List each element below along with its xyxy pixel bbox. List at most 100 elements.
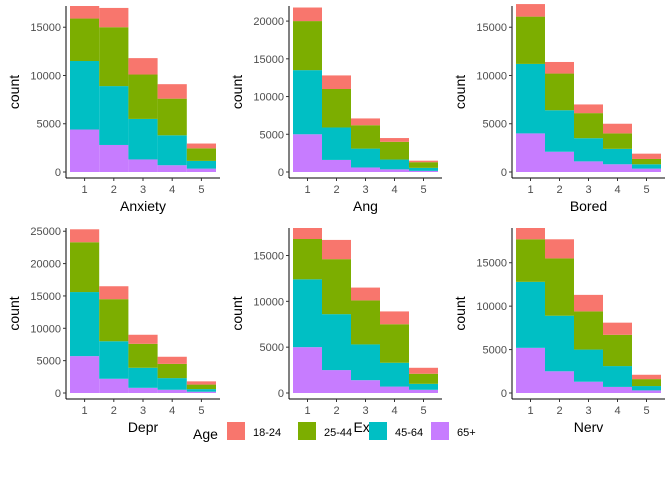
y-tick-label: 15000 xyxy=(253,251,284,263)
x-tick-label: 2 xyxy=(556,405,562,417)
bar-depr-1-45-64 xyxy=(70,292,100,357)
legend-key xyxy=(369,422,387,440)
bar-nerv-2-18-24 xyxy=(545,239,574,259)
bar-anxiety-2-18-24 xyxy=(99,7,129,28)
bar-depr-3-18-24 xyxy=(128,334,158,344)
bar-exh-5-45-64 xyxy=(409,383,438,390)
bar-exh-5-18-24 xyxy=(409,367,438,374)
bar-ang-3-18-24 xyxy=(351,118,380,126)
y-tick-label: 15000 xyxy=(30,291,61,303)
y-tick-label: 10000 xyxy=(476,70,507,82)
bar-bored-4-65+ xyxy=(603,164,632,172)
bar-depr-5-25-44 xyxy=(186,384,216,390)
x-tick-label: 3 xyxy=(585,184,591,196)
bar-nerv-4-18-24 xyxy=(603,322,632,335)
bars xyxy=(293,7,438,172)
y-tick-label: 15000 xyxy=(253,54,284,66)
x-tick-label: 5 xyxy=(643,405,649,417)
legend-label: 25-44 xyxy=(324,427,352,439)
bar-ang-2-18-24 xyxy=(322,75,351,89)
bar-depr-1-18-24 xyxy=(70,229,100,243)
bar-anxiety-4-18-24 xyxy=(157,84,187,99)
x-tick-label: 2 xyxy=(333,184,339,196)
bar-depr-1-65+ xyxy=(70,356,100,393)
bars xyxy=(516,228,661,393)
y-axis-title: count xyxy=(6,296,22,330)
bar-exh-2-65+ xyxy=(322,370,351,393)
x-axis-title: Ang xyxy=(353,198,378,214)
y-axis-title: count xyxy=(452,296,468,330)
bar-bored-3-65+ xyxy=(574,161,603,172)
bar-bored-5-18-24 xyxy=(632,153,661,159)
bar-bored-5-65+ xyxy=(632,168,661,172)
bar-anxiety-1-45-64 xyxy=(70,61,100,130)
bar-bored-1-45-64 xyxy=(516,63,545,134)
bar-nerv-3-18-24 xyxy=(574,294,603,312)
x-axis-title: Anxiety xyxy=(120,198,166,214)
bar-nerv-5-25-44 xyxy=(632,379,661,387)
bar-ang-4-18-24 xyxy=(380,138,409,142)
bar-bored-2-18-24 xyxy=(545,61,574,74)
x-tick-label: 5 xyxy=(198,405,204,417)
x-tick-label: 1 xyxy=(527,184,533,196)
bar-nerv-5-18-24 xyxy=(632,374,661,380)
bar-exh-3-25-44 xyxy=(351,300,380,345)
bar-anxiety-4-45-64 xyxy=(157,135,187,166)
bar-depr-3-45-64 xyxy=(128,367,158,388)
y-tick-label: 15000 xyxy=(30,22,61,34)
x-tick-label: 3 xyxy=(140,184,146,196)
bar-anxiety-5-65+ xyxy=(186,168,216,172)
bar-exh-5-25-44 xyxy=(409,373,438,384)
bar-depr-4-65+ xyxy=(157,389,187,393)
y-tick-label: 0 xyxy=(501,388,507,400)
y-tick-label: 15000 xyxy=(476,22,507,34)
bar-exh-3-18-24 xyxy=(351,287,380,301)
bar-exh-1-18-24 xyxy=(293,228,322,239)
x-tick-label: 4 xyxy=(614,405,620,417)
y-tick-label: 5000 xyxy=(260,342,284,354)
bar-depr-5-18-24 xyxy=(186,381,216,385)
x-axis-title: Bored xyxy=(570,198,607,214)
bar-nerv-4-65+ xyxy=(603,386,632,393)
y-tick-label: 20000 xyxy=(30,259,61,271)
x-tick-label: 4 xyxy=(169,405,175,417)
bar-bored-1-65+ xyxy=(516,133,545,172)
bar-nerv-1-45-64 xyxy=(516,281,545,348)
bar-ang-5-65+ xyxy=(409,170,438,172)
bar-anxiety-1-18-24 xyxy=(70,6,100,19)
legend-key xyxy=(431,422,449,440)
x-tick-label: 1 xyxy=(304,405,310,417)
facet-panel-nerv: 0 5000 10000 15000 1 2 3 4 5 Nerv count xyxy=(452,228,665,435)
legend-entry-18-24: 18-24 xyxy=(227,422,281,440)
x-tick-label: 4 xyxy=(391,184,397,196)
bar-anxiety-3-25-44 xyxy=(128,74,158,119)
bar-nerv-3-25-44 xyxy=(574,311,603,350)
bar-ang-5-25-44 xyxy=(409,162,438,168)
bar-ang-4-25-44 xyxy=(380,141,409,160)
x-tick-label: 4 xyxy=(614,184,620,196)
y-tick-label: 10000 xyxy=(253,296,284,308)
bar-exh-4-25-44 xyxy=(380,324,409,363)
bar-depr-4-18-24 xyxy=(157,356,187,364)
bar-nerv-5-45-64 xyxy=(632,386,661,391)
bar-bored-4-25-44 xyxy=(603,133,632,149)
bar-depr-3-65+ xyxy=(128,387,158,393)
bars xyxy=(70,6,216,172)
bar-anxiety-5-18-24 xyxy=(186,143,216,149)
bar-anxiety-4-25-44 xyxy=(157,98,187,136)
y-axis-title: count xyxy=(229,75,245,109)
facet-panel-ang: 0 5000 10000 15000 20000 1 2 3 4 5 Ang count xyxy=(229,6,442,214)
bar-anxiety-4-65+ xyxy=(157,165,187,172)
bar-bored-4-45-64 xyxy=(603,148,632,165)
bar-bored-5-25-44 xyxy=(632,158,661,165)
y-tick-label: 5000 xyxy=(37,119,61,131)
bar-nerv-1-18-24 xyxy=(516,228,545,240)
y-tick-label: 0 xyxy=(501,167,507,179)
bars xyxy=(516,4,661,172)
x-tick-label: 5 xyxy=(198,184,204,196)
bar-exh-1-65+ xyxy=(293,347,322,393)
bar-nerv-2-25-44 xyxy=(545,258,574,316)
bars xyxy=(70,229,216,393)
bar-bored-5-45-64 xyxy=(632,164,661,169)
